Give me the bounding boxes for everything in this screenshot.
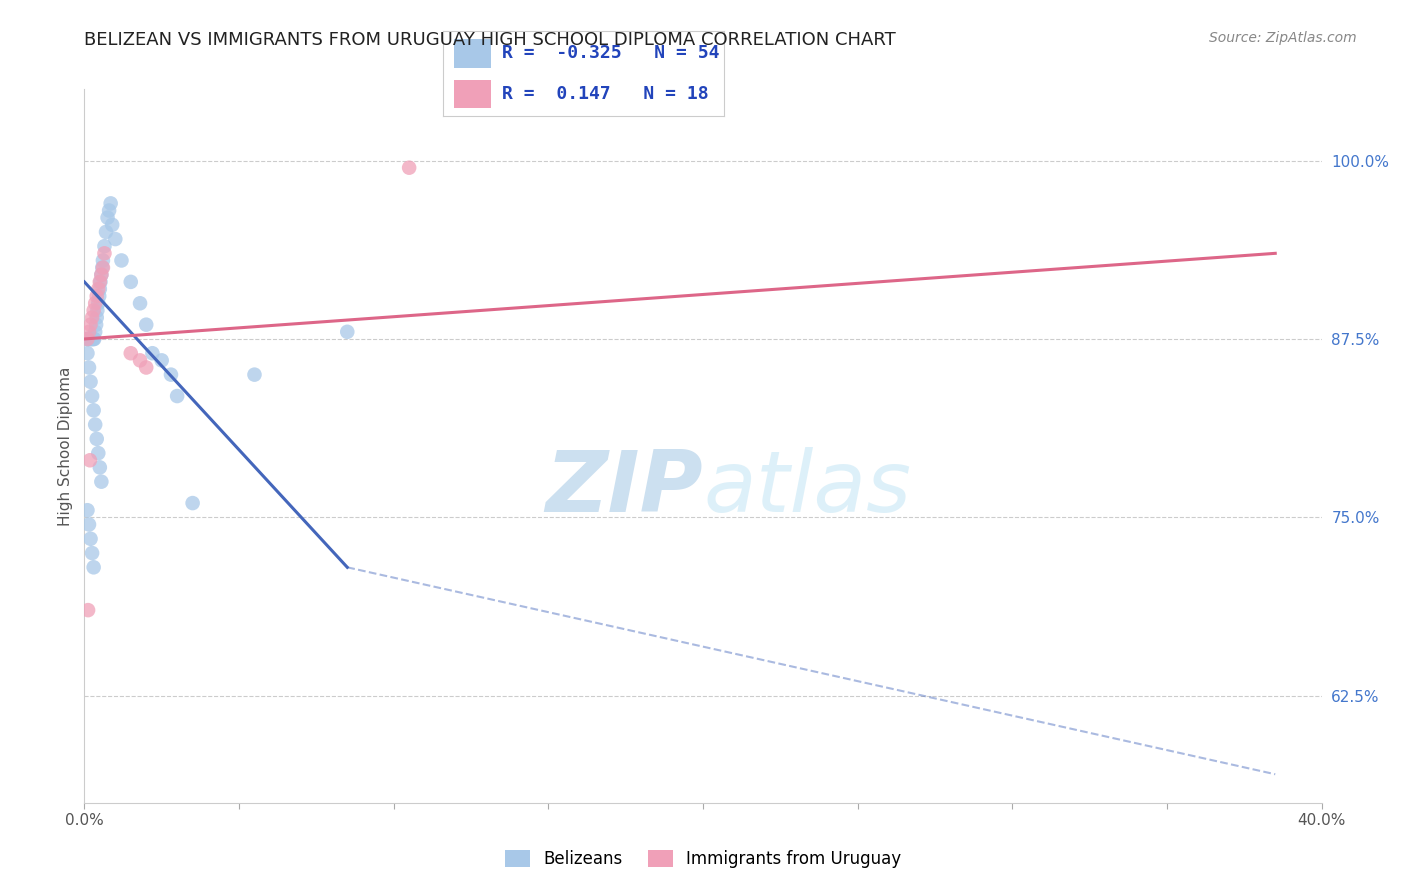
Point bbox=[166, 389, 188, 403]
Point bbox=[398, 161, 420, 175]
Point bbox=[89, 460, 111, 475]
Point bbox=[84, 296, 107, 310]
Point bbox=[82, 332, 104, 346]
Point bbox=[79, 532, 101, 546]
Text: ZIP: ZIP bbox=[546, 447, 703, 531]
Point bbox=[77, 603, 100, 617]
Point bbox=[129, 296, 152, 310]
Bar bbox=[454, 39, 491, 68]
Point bbox=[83, 332, 105, 346]
Text: atlas: atlas bbox=[703, 447, 911, 531]
Point bbox=[79, 375, 101, 389]
Point bbox=[98, 203, 121, 218]
Point bbox=[82, 310, 104, 325]
Point bbox=[89, 289, 111, 303]
Text: R =  0.147   N = 18: R = 0.147 N = 18 bbox=[502, 85, 709, 103]
Bar bbox=[454, 79, 491, 108]
Point bbox=[129, 353, 152, 368]
Point bbox=[181, 496, 204, 510]
Point bbox=[101, 218, 124, 232]
Point bbox=[82, 389, 104, 403]
Text: Source: ZipAtlas.com: Source: ZipAtlas.com bbox=[1209, 31, 1357, 45]
Point bbox=[83, 332, 105, 346]
Point bbox=[120, 275, 142, 289]
Point bbox=[84, 318, 107, 332]
Point bbox=[89, 282, 111, 296]
Point bbox=[120, 346, 142, 360]
Point bbox=[79, 332, 101, 346]
Point bbox=[87, 446, 110, 460]
Point bbox=[135, 318, 157, 332]
Point bbox=[86, 310, 108, 325]
Point bbox=[94, 225, 117, 239]
Text: BELIZEAN VS IMMIGRANTS FROM URUGUAY HIGH SCHOOL DIPLOMA CORRELATION CHART: BELIZEAN VS IMMIGRANTS FROM URUGUAY HIGH… bbox=[84, 31, 896, 49]
Point bbox=[86, 303, 108, 318]
Legend: Belizeans, Immigrants from Uruguay: Belizeans, Immigrants from Uruguay bbox=[498, 843, 908, 875]
Point bbox=[160, 368, 183, 382]
Point bbox=[97, 211, 120, 225]
Point bbox=[77, 332, 100, 346]
Point bbox=[87, 282, 110, 296]
Point bbox=[79, 332, 101, 346]
Point bbox=[76, 332, 98, 346]
Point bbox=[150, 353, 173, 368]
Y-axis label: High School Diploma: High School Diploma bbox=[58, 367, 73, 525]
Point bbox=[93, 239, 115, 253]
Point bbox=[77, 517, 100, 532]
Point bbox=[336, 325, 359, 339]
Point bbox=[76, 332, 98, 346]
Point bbox=[82, 332, 104, 346]
Point bbox=[83, 303, 105, 318]
Point bbox=[90, 268, 112, 282]
Point bbox=[83, 560, 105, 574]
Point bbox=[93, 246, 115, 260]
Point bbox=[90, 475, 112, 489]
Point bbox=[89, 275, 111, 289]
Point bbox=[135, 360, 157, 375]
Point bbox=[76, 346, 98, 360]
Point bbox=[83, 403, 105, 417]
Point bbox=[90, 268, 112, 282]
Point bbox=[82, 546, 104, 560]
Point bbox=[86, 289, 108, 303]
Point bbox=[89, 275, 111, 289]
Point bbox=[100, 196, 122, 211]
Point bbox=[77, 332, 100, 346]
Point bbox=[86, 432, 108, 446]
Point bbox=[87, 296, 110, 310]
Point bbox=[110, 253, 132, 268]
Point bbox=[84, 417, 107, 432]
Point bbox=[104, 232, 127, 246]
Point bbox=[243, 368, 266, 382]
Text: R =  -0.325   N = 54: R = -0.325 N = 54 bbox=[502, 45, 720, 62]
Point bbox=[77, 325, 100, 339]
Point bbox=[141, 346, 163, 360]
Point bbox=[77, 360, 100, 375]
Point bbox=[91, 260, 114, 275]
Point bbox=[80, 332, 103, 346]
Point bbox=[91, 260, 114, 275]
Point bbox=[91, 253, 114, 268]
Point bbox=[79, 453, 101, 467]
Point bbox=[84, 325, 107, 339]
Point bbox=[76, 503, 98, 517]
Point bbox=[79, 318, 101, 332]
